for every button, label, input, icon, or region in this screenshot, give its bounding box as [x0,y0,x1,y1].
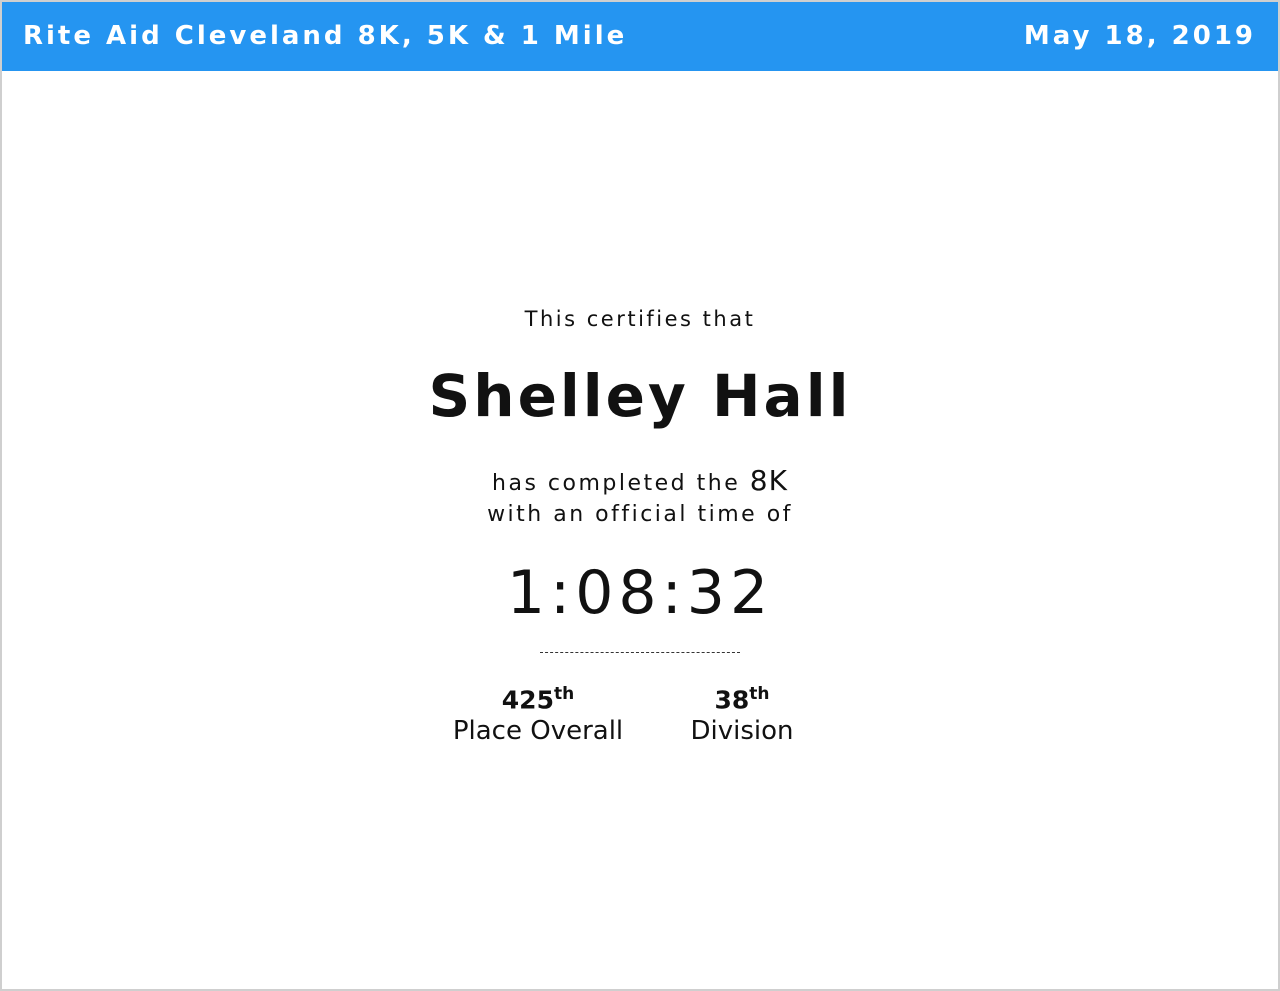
stat-label: Division [690,716,794,747]
race-distance: 8K [749,464,788,497]
stat-place-overall: 425th Place Overall [438,684,638,746]
stat-suffix: th [749,684,770,704]
stat-value: 425 [501,685,554,715]
event-title: Rite Aid Cleveland 8K, 5K & 1 Mile [23,21,628,51]
stat-value: 38 [714,685,750,715]
stat-suffix: th [553,684,575,704]
time-prefix: with an official time of [487,502,793,527]
completed-prefix: has completed the [492,471,741,496]
event-date: May 18, 2019 [1023,21,1256,51]
completed-text: has completed the 8K [2,464,1278,497]
divider [540,652,740,653]
participant-name: Shelley Hall [428,362,852,430]
official-time: 1:08:32 [506,558,774,628]
stat-division: 38th Division [642,684,842,746]
certifies-text: This certifies that [524,307,756,331]
stat-label: Place Overall [452,716,624,747]
header-bar: Rite Aid Cleveland 8K, 5K & 1 Mile May 1… [2,2,1278,71]
